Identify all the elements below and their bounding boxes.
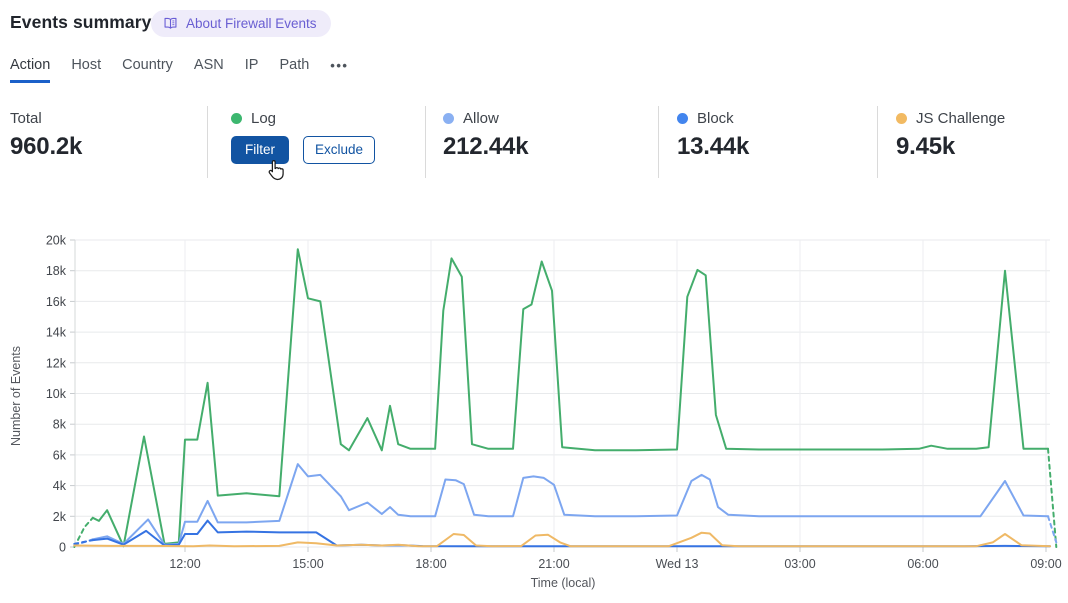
ellipsis-icon[interactable]: •••: [330, 58, 349, 73]
series-line-allow: [91, 463, 1049, 546]
stat-js-challenge-value: 9.45k: [896, 133, 956, 160]
stat-block-label: Block: [697, 109, 734, 127]
exclude-button[interactable]: Exclude: [303, 136, 376, 164]
js-challenge-legend-dot: [896, 112, 907, 124]
stat-divider: [425, 106, 426, 178]
summary-tabs: Action Host Country ASN IP Path •••: [10, 57, 348, 83]
x-tick-label: 06:00: [907, 557, 938, 571]
stat-total-value: 960.2k: [10, 133, 83, 160]
series-line-log: [73, 516, 94, 548]
y-tick-label: 0: [59, 541, 66, 555]
x-tick-label: 12:00: [169, 557, 200, 571]
stat-log: Log Filter Exclude: [231, 108, 376, 164]
x-tick-label: 21:00: [538, 557, 569, 571]
events-chart-canvas[interactable]: 0 2k 4k 6k 8k 10k 12k 14k 16k 18k 20k 12:00 15:00 18:…: [0, 228, 1068, 598]
series-line-log: [91, 248, 1049, 548]
y-tick-label: 16k: [46, 295, 67, 309]
about-firewall-events-badge[interactable]: About Firewall Events: [151, 10, 331, 37]
stat-block: Block 13.44k: [677, 108, 749, 161]
stat-allow-label: Allow: [463, 109, 499, 127]
series-line-block: [73, 539, 94, 545]
x-tick-label: Wed 13: [656, 557, 699, 571]
tab-host[interactable]: Host: [71, 57, 102, 73]
y-tick-label: 12k: [46, 356, 67, 370]
stat-allow-value: 212.44k: [443, 133, 529, 160]
y-axis-title: Number of Events: [9, 346, 23, 446]
y-tick-label: 8k: [53, 418, 67, 432]
y-tick-label: 2k: [53, 510, 67, 524]
stat-js-challenge-label: JS Challenge: [916, 109, 1006, 127]
stat-log-label: Log: [251, 109, 277, 127]
x-tick-label: 03:00: [784, 557, 815, 571]
events-time-chart[interactable]: 0 2k 4k 6k 8k 10k 12k 14k 16k 18k 20k 12:00 15:00 18:…: [0, 228, 1068, 598]
about-badge-label: About Firewall Events: [186, 16, 317, 31]
series-line-log: [1047, 447, 1058, 548]
stat-total: Total 960.2k: [10, 108, 82, 161]
stat-js-challenge: JS Challenge 9.45k: [896, 108, 1005, 161]
series-line-block: [91, 519, 1052, 548]
filter-button[interactable]: Filter: [231, 136, 289, 164]
y-tick-label: 10k: [46, 387, 67, 401]
log-legend-dot: [231, 112, 242, 124]
allow-legend-dot: [443, 112, 454, 124]
stat-block-value: 13.44k: [677, 133, 750, 160]
stat-divider: [658, 106, 659, 178]
x-tick-label: 15:00: [292, 557, 323, 571]
stat-total-label: Total: [10, 109, 42, 127]
y-tick-label: 14k: [46, 326, 67, 340]
stat-allow: Allow 212.44k: [443, 108, 529, 161]
tab-path[interactable]: Path: [279, 57, 310, 73]
x-axis-title: Time (local): [531, 576, 596, 590]
x-tick-label: 09:00: [1030, 557, 1061, 571]
tab-action[interactable]: Action: [10, 57, 51, 83]
series-line-js-challenge: [73, 531, 1052, 548]
tab-country[interactable]: Country: [122, 57, 173, 73]
series-line-allow: [1047, 515, 1058, 544]
stat-divider: [207, 106, 208, 178]
book-icon: [162, 15, 179, 32]
y-tick-label: 6k: [53, 448, 67, 462]
block-legend-dot: [677, 112, 688, 124]
y-tick-label: 4k: [53, 479, 67, 493]
tab-ip[interactable]: IP: [244, 57, 259, 73]
y-tick-label: 20k: [46, 234, 67, 248]
tab-asn[interactable]: ASN: [193, 57, 224, 73]
page-title: Events summary: [10, 12, 152, 32]
stat-divider: [877, 106, 878, 178]
y-tick-label: 18k: [46, 264, 67, 278]
x-tick-label: 18:00: [415, 557, 446, 571]
